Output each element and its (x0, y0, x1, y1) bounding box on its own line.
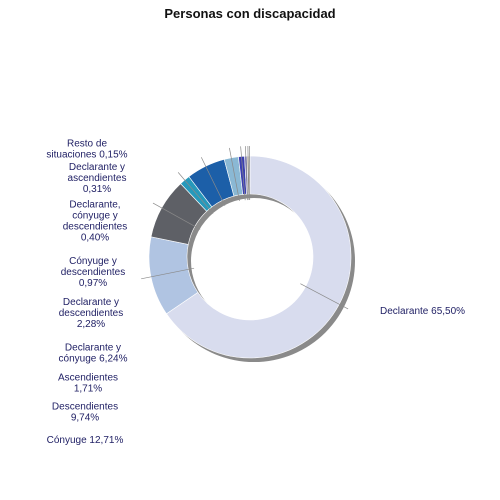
leader-line-declarante-y-descendientes (229, 147, 240, 202)
slice-declarante (166, 155, 352, 359)
leader-line-conyuge (141, 267, 195, 280)
slice-label-line: cónyuge y (72, 211, 118, 222)
leader-line-conyuge-y-descendientes (240, 146, 246, 201)
slice-label-line: Declarante, (69, 200, 120, 211)
leader-lines (141, 145, 349, 310)
slice-label-line: cónyuge 6,24% (59, 354, 128, 365)
slice-label-line: Declarante y (69, 162, 125, 173)
slice-label-line: descendientes (61, 267, 126, 278)
slice-label-line: 0,97% (79, 278, 107, 289)
slice-label-resto-de-situaciones: Resto de situaciones 0,15% (46, 139, 127, 161)
slice-label-line: 1,71% (74, 384, 102, 395)
slice-labels: Declarante 65,50% Cónyuge 12,71% Descendie… (46, 139, 465, 447)
slice-label-declarante-y-conyuge: Declarante y cónyuge 6,24% (59, 343, 128, 365)
slice-label-line: Descendientes (52, 402, 118, 413)
slice-label-line: Declarante y (63, 297, 119, 308)
slice-label-line: Resto de (67, 139, 107, 150)
leader-line-descendientes (152, 202, 201, 230)
slice-label-ascendientes: Ascendientes 1,71% (58, 373, 118, 395)
slice-label-declarante-y-ascendientes: Declarante y ascendientes 0,31% (68, 162, 127, 195)
slice-label-conyuge-y-descendientes: Cónyuge y descendientes 0,97% (61, 256, 126, 289)
slice-label-line: 2,28% (77, 319, 105, 330)
slice-label-line: 0,31% (83, 184, 111, 195)
leader-line-ascendientes (177, 172, 214, 214)
slice-label-line: situaciones 0,15% (46, 150, 127, 161)
slice-label-line: 0,40% (81, 233, 109, 244)
slice-label-descendientes: Descendientes 9,74% (52, 402, 118, 424)
slice-label-line: 9,74% (71, 413, 99, 424)
slice-label-line: Ascendientes (58, 373, 118, 384)
slice-label-declarante: Declarante 65,50% (380, 306, 465, 317)
slice-label-declarante-y-descendientes: Declarante y descendientes 2,28% (59, 297, 124, 330)
slice-label-line: ascendientes (68, 173, 127, 184)
slice-label-line: Declarante y (65, 343, 121, 354)
leader-line-declarante-y-conyuge (200, 157, 226, 206)
leader-line-declarante-conyuge-y-descendientes (245, 146, 248, 201)
leader-line-declarante (300, 283, 349, 310)
slice-label-declarante-conyuge-y-descendientes: Declarante, cónyuge y descendientes 0,40% (63, 200, 128, 244)
slice-label-line: Declarante 65,50% (380, 306, 465, 317)
slice-label-conyuge: Cónyuge 12,71% (47, 435, 124, 446)
slice-label-line: descendientes (63, 222, 128, 233)
slice-label-line: Cónyuge y (69, 256, 117, 267)
leader-line-declarante-y-ascendientes (247, 146, 250, 201)
chart-title: Personas con discapacidad (164, 6, 335, 21)
slice-label-line: Cónyuge 12,71% (47, 435, 124, 446)
slice-label-line: descendientes (59, 308, 124, 319)
